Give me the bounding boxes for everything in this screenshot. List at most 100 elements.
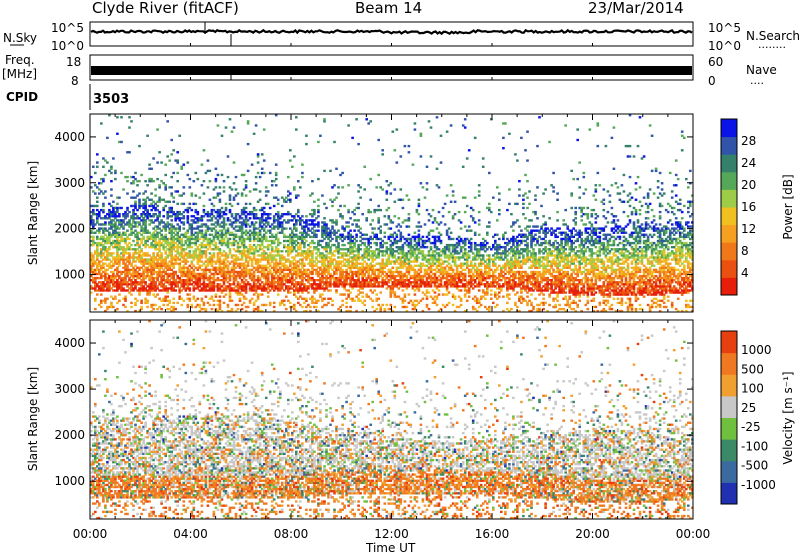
range-cell <box>114 285 117 288</box>
range-cell <box>222 213 226 216</box>
range-cell <box>278 254 282 257</box>
range-cell <box>102 285 105 288</box>
range-cell <box>218 217 222 220</box>
range-cell <box>250 221 254 224</box>
range-cell <box>96 256 99 259</box>
range-cell <box>285 221 288 224</box>
range-cell <box>204 309 208 313</box>
range-cell <box>375 307 379 311</box>
range-cell <box>313 264 316 267</box>
range-cell <box>258 279 262 282</box>
range-cell <box>106 289 109 292</box>
range-cell <box>417 235 421 239</box>
range-cell <box>224 262 228 265</box>
range-cell <box>196 256 200 259</box>
range-cell <box>172 301 176 305</box>
range-cell <box>166 262 170 265</box>
range-cell <box>100 252 103 255</box>
range-cell <box>266 262 270 265</box>
range-cell <box>224 258 228 261</box>
range-cell <box>311 215 314 218</box>
range-cell <box>104 276 107 280</box>
range-cell <box>198 231 202 234</box>
range-cell <box>108 283 111 286</box>
range-cell <box>134 264 137 267</box>
range-cell <box>138 217 141 220</box>
range-cell <box>234 258 238 261</box>
range-cell <box>198 264 202 267</box>
range-cell <box>154 208 157 212</box>
range-cell <box>323 256 326 259</box>
range-cell <box>136 217 139 220</box>
range-cell <box>106 250 109 253</box>
range-cell <box>156 200 159 203</box>
range-cell <box>421 235 425 239</box>
range-cell <box>196 231 200 234</box>
range-cell <box>272 264 276 267</box>
range-cell <box>214 233 218 236</box>
range-cell <box>441 262 445 265</box>
range-cell <box>256 200 260 203</box>
range-cell <box>234 219 238 222</box>
range-cell <box>90 217 93 220</box>
range-cell <box>345 252 348 255</box>
range-cell <box>164 279 168 282</box>
range-cell <box>391 252 395 255</box>
range-cell <box>299 287 302 290</box>
range-cell <box>242 210 246 214</box>
range-cell <box>321 305 324 309</box>
range-cell <box>313 229 316 232</box>
range-cell <box>126 223 129 226</box>
range-cell <box>146 243 149 247</box>
range-cell <box>134 204 137 208</box>
range-cell <box>116 116 119 119</box>
range-cell <box>242 219 246 222</box>
range-cell <box>92 204 95 208</box>
range-cell <box>126 208 129 212</box>
range-cell <box>188 177 192 181</box>
range-cell <box>134 177 137 181</box>
range-cell <box>204 266 208 269</box>
range-cell <box>182 227 186 230</box>
range-cell <box>266 248 270 251</box>
range-cell <box>289 252 292 255</box>
range-cell <box>289 285 292 288</box>
range-cell <box>319 134 322 137</box>
range-cell <box>323 231 326 234</box>
range-cell <box>124 223 127 226</box>
range-cell <box>222 225 226 228</box>
range-cell <box>212 283 216 286</box>
range-cell <box>270 274 274 278</box>
range-cell <box>114 235 117 239</box>
range-cell <box>108 281 111 284</box>
range-cell <box>146 260 149 263</box>
range-cell <box>104 159 107 162</box>
range-cell <box>264 272 268 276</box>
range-cell <box>262 227 266 230</box>
range-cell <box>285 239 288 243</box>
range-cell <box>94 204 97 208</box>
range-cell <box>162 262 166 265</box>
range-cell <box>126 175 129 179</box>
range-cell <box>94 231 97 234</box>
range-cell <box>321 239 324 243</box>
range-cell <box>287 291 290 294</box>
range-cell <box>214 177 218 181</box>
range-cell <box>114 258 117 261</box>
range-cell <box>303 297 306 300</box>
range-cell <box>94 192 97 195</box>
range-cell <box>212 254 216 257</box>
range-cell <box>333 198 336 201</box>
range-cell <box>317 204 320 208</box>
range-cell <box>363 303 367 307</box>
range-cell <box>222 233 226 236</box>
range-cell <box>321 225 324 228</box>
range-cell <box>102 229 105 232</box>
range-cell <box>252 231 256 234</box>
range-cell <box>240 213 244 216</box>
range-cell <box>108 258 111 261</box>
range-cell <box>309 270 312 274</box>
range-cell <box>285 268 288 272</box>
range-cell <box>208 237 212 241</box>
range-cell <box>108 227 111 230</box>
